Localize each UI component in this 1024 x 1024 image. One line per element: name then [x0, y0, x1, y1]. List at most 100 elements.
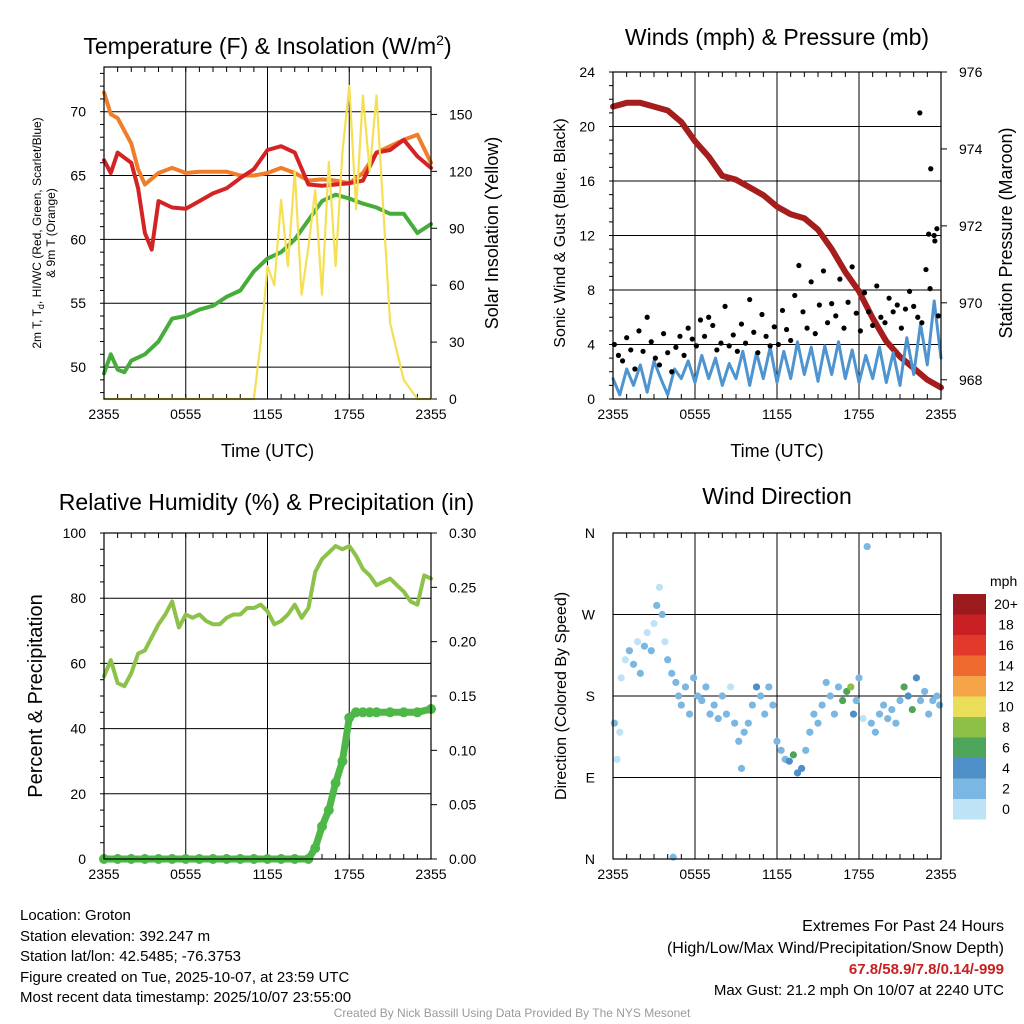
legend-swatch: [953, 614, 986, 635]
x-tick-label: 2355: [415, 406, 446, 422]
direction-point: [647, 647, 655, 655]
y-axis-label: Sonic Wind & Gust (Blue, Black): [552, 118, 569, 347]
series-sonic-wind: [611, 299, 943, 397]
direction-point: [847, 683, 855, 691]
gust-point: [681, 352, 687, 358]
direction-point: [621, 656, 629, 664]
direction-point: [757, 692, 765, 700]
gust-point: [628, 347, 634, 353]
plot-border: [103, 532, 432, 860]
direction-point: [777, 746, 785, 754]
direction-point: [653, 601, 661, 610]
direction-point: [822, 678, 830, 687]
y-tick-label: 16: [579, 173, 595, 189]
direction-point: [802, 746, 810, 754]
y-tick-label: 20: [70, 786, 86, 802]
gust-point: [934, 226, 940, 232]
gust-point: [669, 369, 675, 375]
gust-point: [911, 303, 917, 309]
gust-point: [648, 339, 654, 345]
x-tick-label: 1155: [762, 866, 792, 882]
direction-point: [834, 683, 843, 691]
gust-point: [878, 314, 884, 320]
gust-point: [792, 292, 798, 299]
x-tick-label: 1755: [843, 406, 874, 422]
gust-point: [783, 326, 790, 333]
series-relative-humidity: [102, 544, 433, 689]
gust-point: [849, 264, 855, 270]
extremes-heading: Extremes For Past 24 Hours: [802, 918, 1004, 935]
recent-timestamp: Most recent data timestamp: 2025/10/07 2…: [20, 989, 352, 1006]
gust-point: [812, 331, 818, 337]
gust-point: [742, 340, 749, 346]
legend-label: 4: [1002, 760, 1010, 776]
legend-swatch: [953, 655, 986, 676]
x-axis-label: Time (UTC): [221, 441, 314, 461]
gust-point: [931, 232, 937, 239]
y-axis-label: Percent & Precipitation: [25, 594, 47, 797]
direction-point: [839, 696, 847, 705]
direction-point: [852, 696, 860, 705]
credit-line: Created By Nick Bassill Using Data Provi…: [333, 1006, 691, 1020]
direction-point: [613, 755, 621, 763]
chart-title: Temperature (F) & Insolation (W/m2): [83, 32, 451, 59]
direction-point: [830, 710, 839, 718]
y-tick-label: 24: [579, 64, 595, 80]
y-tick-label: 55: [70, 295, 86, 311]
y-tick-label: 8: [587, 282, 595, 298]
gust-point: [833, 313, 839, 319]
y2-tick-label: 974: [959, 141, 983, 157]
y-axis-label-2: & 9m T (Orange): [44, 188, 58, 278]
y2-tick-label: 150: [449, 106, 473, 122]
y-tick-label: N: [585, 851, 595, 867]
chart-title: Winds (mph) & Pressure (mb): [625, 24, 929, 50]
direction-point: [867, 719, 875, 727]
legend-label: 12: [998, 678, 1014, 694]
gust-point: [804, 325, 810, 331]
gust-point: [902, 306, 909, 312]
gust-point: [710, 322, 716, 329]
direction-point: [658, 610, 666, 619]
gust-point: [722, 303, 728, 309]
direction-point: [735, 737, 743, 745]
x-tick-label: 2355: [597, 406, 628, 422]
direction-point: [740, 728, 748, 736]
gust-point: [808, 279, 814, 285]
x-tick-label: 2355: [925, 866, 956, 882]
y-tick-label: 0: [78, 851, 86, 867]
gust-point: [689, 336, 695, 342]
x-tick-label: 0555: [170, 866, 201, 882]
x-tick-label: 0555: [679, 866, 710, 882]
series-solar-insolation: [102, 84, 433, 401]
gust-point: [906, 288, 913, 294]
direction-point: [636, 669, 644, 677]
direction-point: [810, 710, 818, 718]
precip-point: [398, 707, 409, 718]
chart-title: Relative Humidity (%) & Precipitation (i…: [59, 489, 474, 515]
y2-tick-label: 968: [959, 372, 983, 388]
direction-point: [849, 710, 858, 718]
x-tick-label: 0555: [170, 406, 201, 422]
gust-point: [714, 347, 720, 353]
y-tick-label: 0: [587, 391, 595, 407]
direction-point: [785, 757, 793, 765]
gust-point: [706, 314, 712, 320]
gust-point: [865, 309, 872, 315]
direction-point: [769, 701, 777, 709]
direction-point: [880, 701, 888, 709]
gust-point: [644, 314, 650, 320]
y2-tick-label: 30: [449, 334, 465, 350]
gust-point: [898, 325, 904, 331]
station-elevation: Station elevation: 392.247 m: [20, 927, 211, 945]
direction-point: [650, 619, 658, 628]
direction-point: [629, 660, 638, 668]
gust-point: [730, 332, 736, 338]
station-latlon: Station lat/lon: 42.5485; -76.3753: [20, 948, 242, 965]
direction-point: [904, 692, 912, 700]
x-tick-label: 1155: [762, 406, 792, 422]
gust-point: [829, 301, 835, 307]
panel-2: 2355 0555 1155 1755 235504812162024968970972…: [552, 24, 1016, 461]
direction-point: [826, 692, 834, 700]
station-location: Location: Groton: [20, 907, 131, 924]
